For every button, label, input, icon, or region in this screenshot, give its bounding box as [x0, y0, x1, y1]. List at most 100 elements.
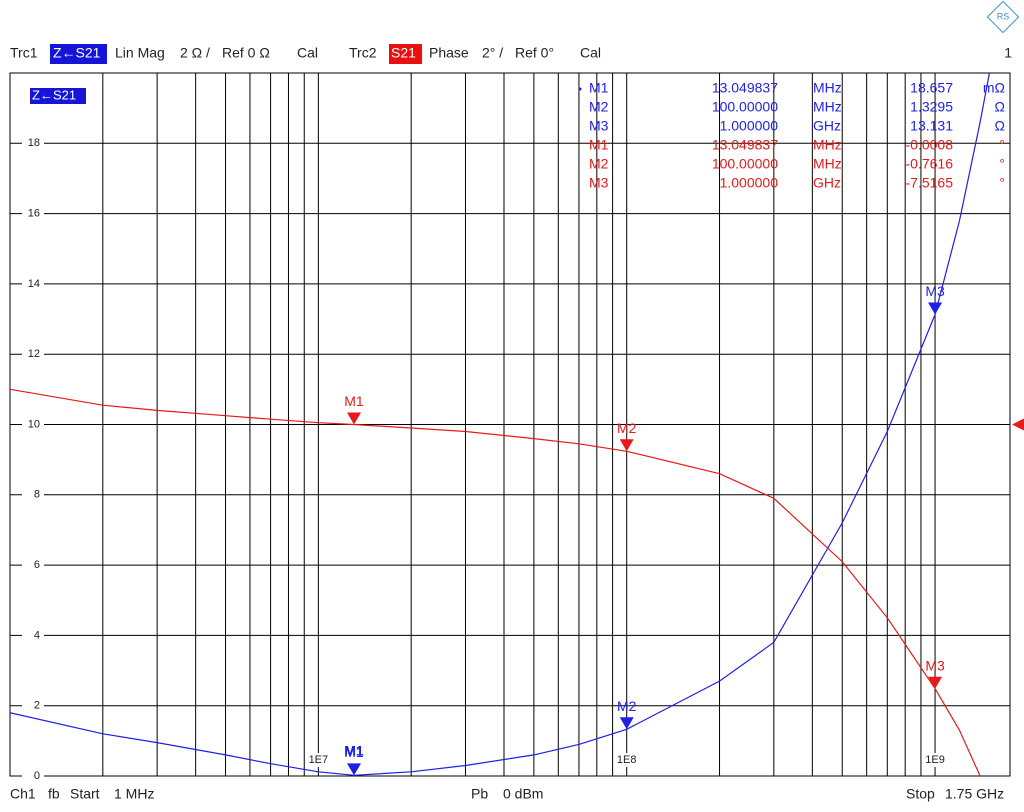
y-tick-bg — [22, 628, 44, 643]
active-dot — [578, 87, 582, 91]
marker-table-cell: 1.3295 — [910, 99, 953, 115]
marker-label: M2 — [617, 420, 637, 436]
marker-table-cell: -7.5165 — [906, 175, 954, 191]
marker-table-cell: MHz — [813, 99, 842, 115]
trace1-format: Lin Mag — [115, 45, 165, 61]
y-tick-bg — [22, 487, 44, 502]
y-tick-bg — [22, 698, 44, 713]
marker-table-cell: M3 — [589, 175, 609, 191]
y-tick-label: 10 — [28, 418, 40, 430]
y-tick-bg — [22, 769, 44, 783]
y-tick-label: 2 — [34, 700, 40, 712]
y-tick-bg — [22, 417, 44, 432]
y-tick-bg — [22, 206, 44, 221]
y-tick-label: 4 — [34, 629, 40, 641]
marker-table-cell: -0.0008 — [906, 137, 954, 153]
y-tick-label: 12 — [28, 348, 40, 360]
marker-table-cell: M1 — [589, 80, 609, 96]
y-tick-label: 18 — [28, 137, 40, 149]
active-marker-label: M1 — [344, 743, 364, 759]
marker — [347, 412, 361, 425]
marker-table-cell: GHz — [813, 118, 841, 134]
x-tick-label: 1E8 — [617, 754, 637, 766]
trace-line — [10, 73, 990, 776]
y-tick-label: 6 — [34, 559, 40, 571]
y-tick-bg — [22, 276, 44, 291]
x-tick-bg — [923, 753, 948, 767]
trace2-format: Phase — [429, 45, 469, 61]
power: 0 dBm — [503, 786, 543, 802]
marker-table-cell: M1 — [589, 137, 609, 153]
y-tick-label: 8 — [34, 489, 40, 501]
y-tick-label: 14 — [28, 278, 40, 290]
traces — [10, 73, 990, 776]
marker-table-cell: mΩ — [983, 80, 1005, 96]
x-tick-label: 1E9 — [925, 754, 945, 766]
y-tick-label: 16 — [28, 208, 40, 220]
trace1-scale: 2 Ω / — [180, 45, 210, 61]
marker-table-cell: 100.00000 — [712, 99, 778, 115]
window-number: 1 — [1004, 45, 1012, 61]
x-tick-bg — [306, 753, 331, 767]
marker-table-cell: 13.049837 — [712, 137, 778, 153]
marker — [619, 439, 634, 452]
marker-table-cell: GHz — [813, 175, 841, 191]
marker-table-cell: MHz — [813, 156, 842, 172]
y-tick-bg — [22, 558, 44, 573]
trace2-ref: Ref 0° — [515, 45, 554, 61]
y-tick-bg — [22, 347, 44, 362]
trace2-meas: S21 — [391, 45, 416, 61]
marker-table-cell: 13.131 — [910, 118, 953, 134]
marker-table-cell: 1.000000 — [720, 118, 779, 134]
marker-table-cell: Ω — [995, 118, 1005, 134]
marker-table-cell: ° — [999, 137, 1005, 153]
channel: Ch1 — [10, 786, 36, 802]
trace1-ref: Ref 0 Ω — [222, 45, 270, 61]
trace2-label: Trc2 — [349, 45, 377, 61]
trace-label: Z←S21 — [32, 87, 76, 102]
trace-label-box — [30, 88, 86, 104]
marker-table-cell: M3 — [589, 118, 609, 134]
marker-label: M2 — [617, 698, 637, 714]
trace2-box — [389, 44, 422, 64]
marker-table-cell: MHz — [813, 137, 842, 153]
marker-table-cell: M2 — [589, 156, 609, 172]
logo: RS — [986, 0, 1020, 34]
y-tick-label: 0 — [34, 770, 40, 782]
trace1-label: Trc1 — [10, 45, 38, 61]
marker-table-cell: 13.049837 — [712, 80, 778, 96]
stop-label: Stop — [906, 786, 935, 802]
marker-table-cell: 100.00000 — [712, 156, 778, 172]
stop-value: 1.75 GHz — [945, 786, 1004, 802]
marker-label: M3 — [925, 283, 945, 299]
marker-table-cell: ° — [999, 175, 1005, 191]
marker-label: M1 — [344, 744, 364, 760]
plot-frame — [9, 72, 1011, 777]
marker-table-cell: -0.7616 — [906, 156, 954, 172]
trace1-meas: Z←S21 — [53, 45, 101, 61]
marker — [928, 302, 943, 315]
trace-line — [10, 388, 981, 776]
start-label: Start — [70, 786, 100, 802]
marker-table-cell: Ω — [995, 99, 1005, 115]
trace1-cal: Cal — [297, 45, 318, 61]
trace2-scale: 2° / — [482, 45, 503, 61]
marker — [347, 763, 361, 776]
marker-table-cell: 1.000000 — [720, 175, 779, 191]
start-value: 1 MHz — [114, 786, 154, 802]
plot: 0 2 4 6 8 10 12 14 16 18 1E7 1E8 1E9 Z←S21 M1 M1 M2 M2 M3 M… — [9, 72, 1024, 783]
marker-table-cell: MHz — [813, 80, 842, 96]
marker-table-cell: 18.657 — [910, 80, 953, 96]
marker-label: M3 — [925, 657, 945, 673]
trace1-box — [50, 44, 107, 64]
x-tick-bg — [614, 753, 639, 767]
marker-table-cell: M2 — [589, 99, 609, 115]
x-tick-label: 1E7 — [309, 754, 329, 766]
marker-label: M1 — [344, 393, 364, 409]
y-tick-bg — [22, 136, 44, 151]
marker — [928, 676, 943, 689]
marker-table-cell: ° — [999, 156, 1005, 172]
trace2-cal: Cal — [580, 45, 601, 61]
